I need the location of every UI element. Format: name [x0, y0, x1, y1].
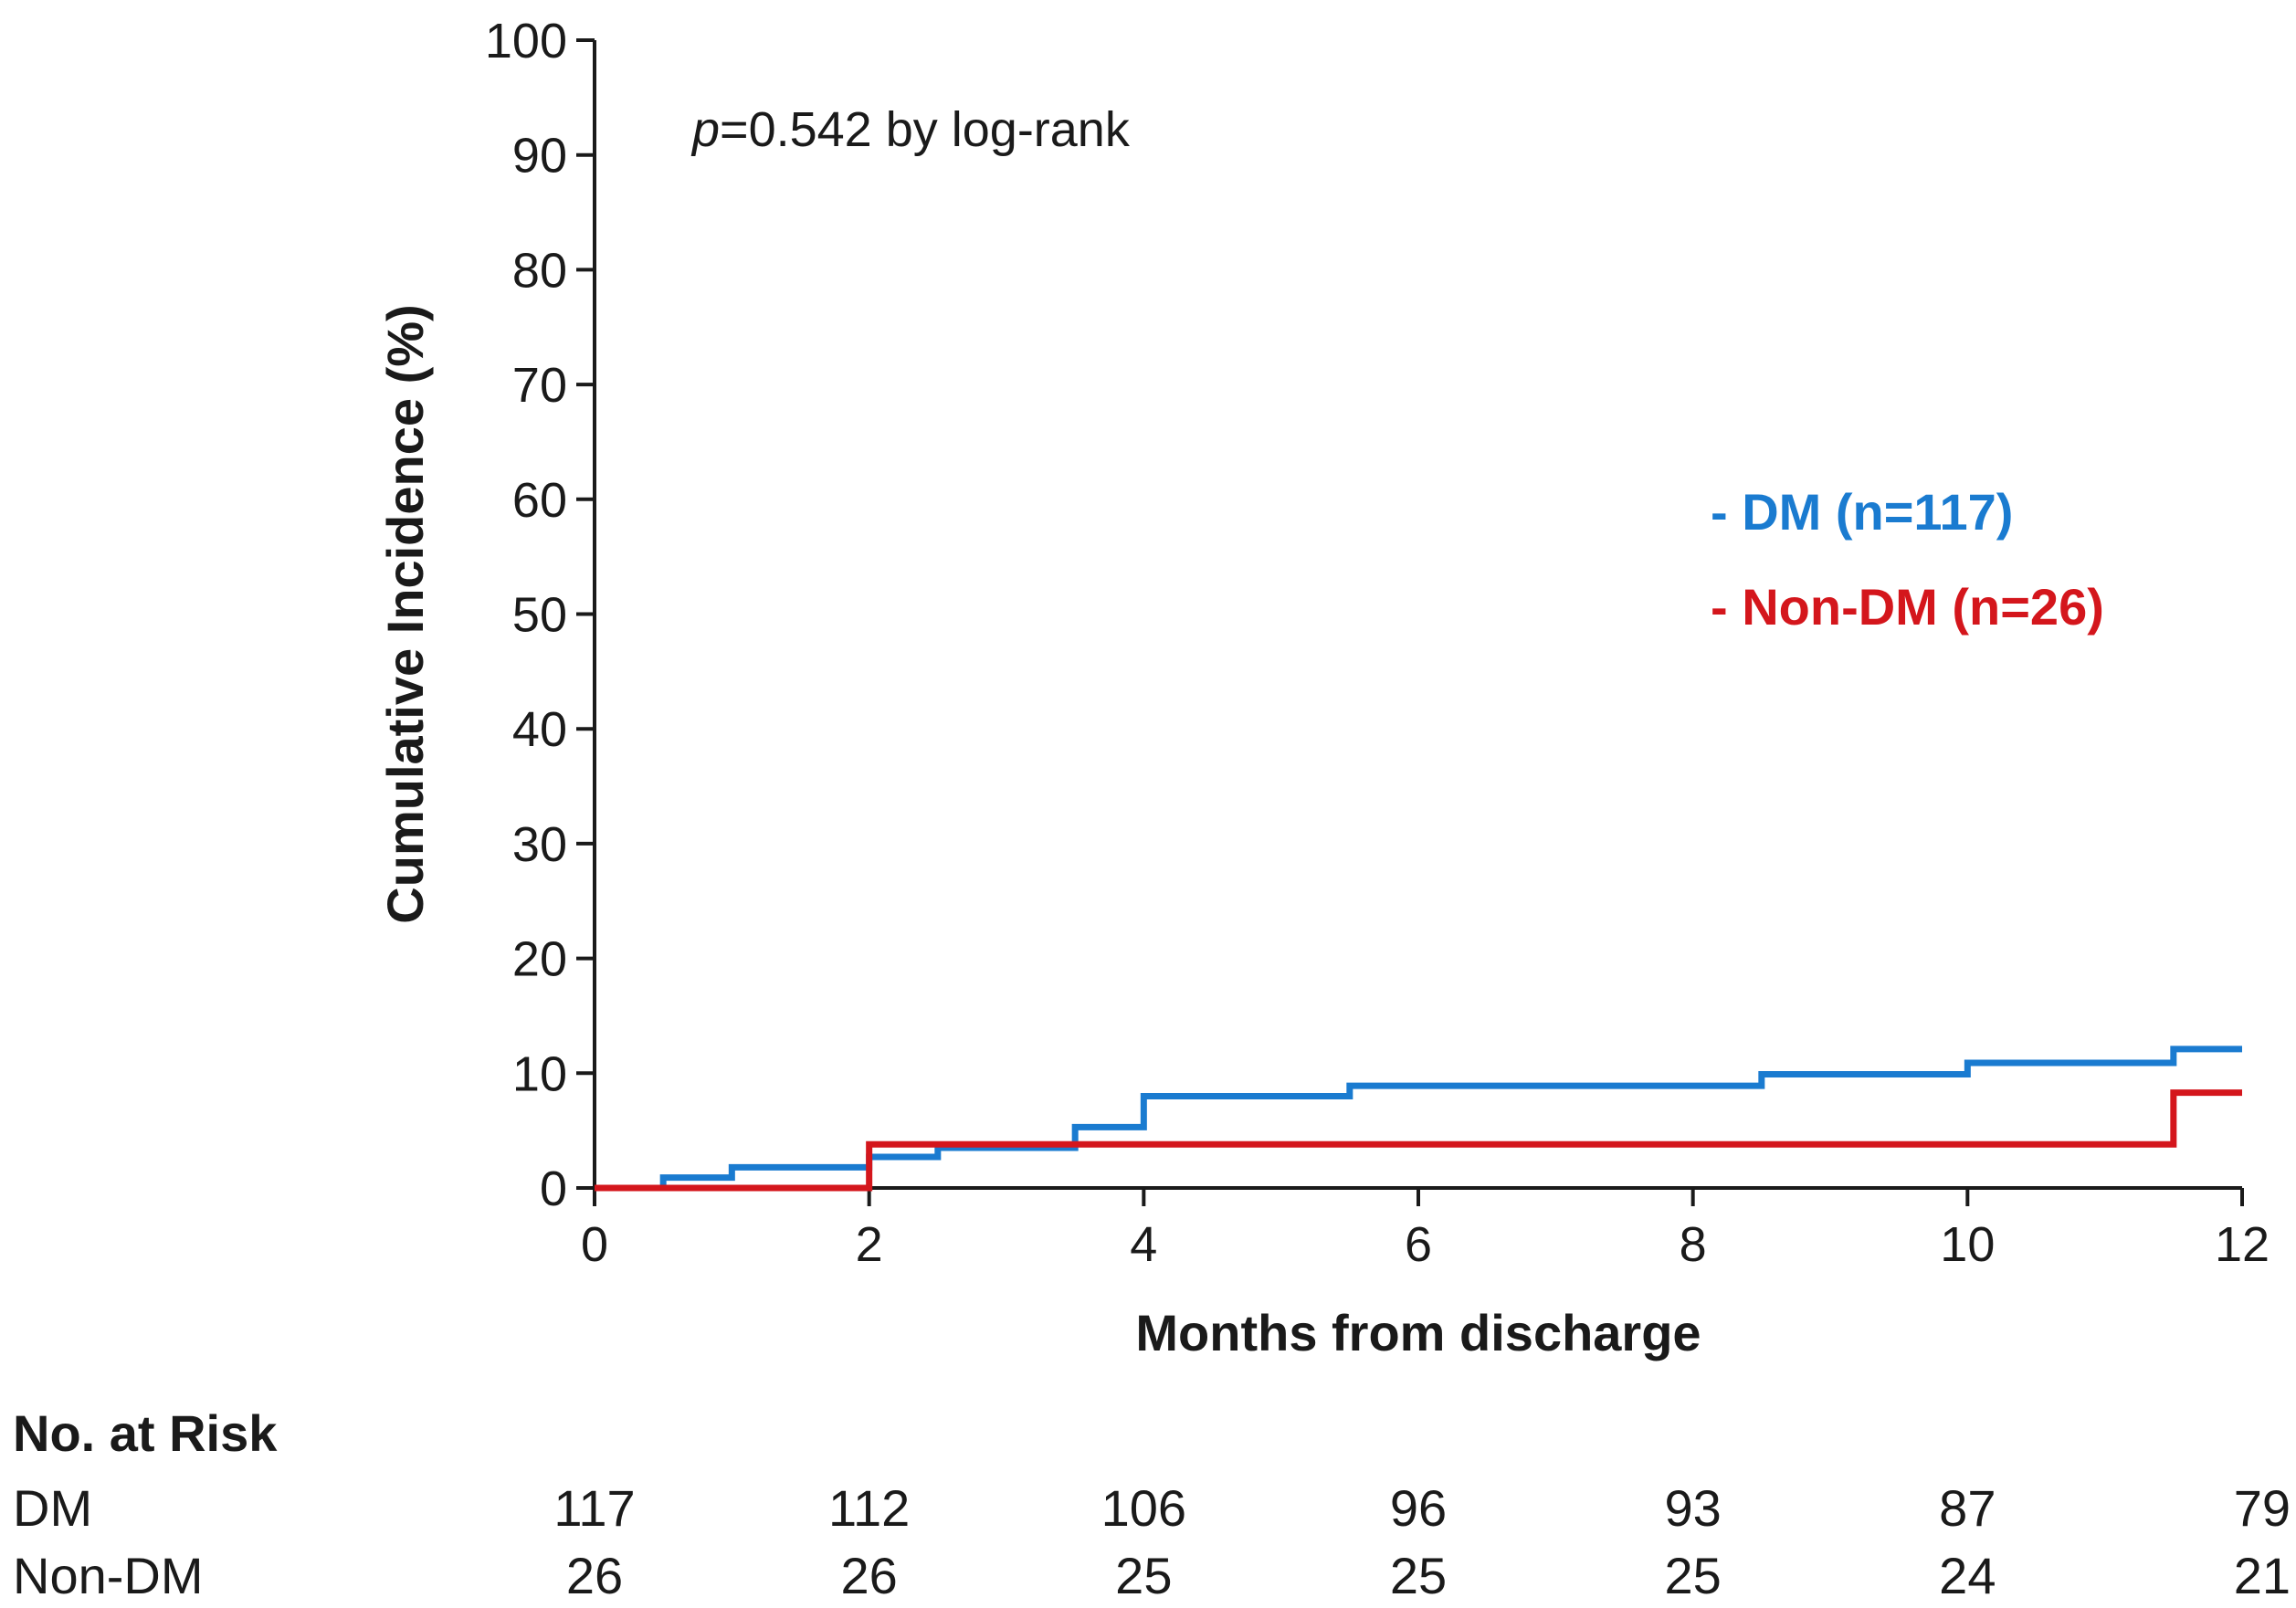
y-tick-label: 30: [512, 817, 567, 872]
risk-value: 24: [1939, 1547, 1996, 1604]
risk-value: 112: [828, 1479, 910, 1537]
legend-entry-non-dm: - Non-DM (n=26): [1711, 578, 2104, 636]
risk-value: 117: [553, 1479, 635, 1537]
p-value-text: =0.542 by log-rank: [720, 102, 1131, 157]
x-axis-title: Months from discharge: [1135, 1304, 1701, 1361]
y-tick-label: 20: [512, 932, 567, 987]
series-line-non-dm: [595, 1089, 2242, 1192]
risk-value: 87: [1939, 1479, 1996, 1537]
x-tick-label: 2: [856, 1217, 883, 1272]
y-tick-label: 70: [512, 358, 567, 413]
y-tick-label: 90: [512, 129, 567, 184]
risk-value: 26: [841, 1547, 898, 1604]
x-tick-label: 4: [1130, 1217, 1157, 1272]
legend-entry-dm: - DM (n=117): [1711, 483, 2013, 541]
y-tick-label: 100: [485, 14, 567, 68]
risk-value: 26: [566, 1547, 623, 1604]
risk-value: 21: [2234, 1547, 2291, 1604]
risk-value: 25: [1390, 1547, 1447, 1604]
y-tick-label: 10: [512, 1046, 567, 1101]
x-ticks: 0 2 4 6 8 10 12: [581, 1188, 2270, 1272]
y-tick-label: 40: [512, 702, 567, 757]
risk-row-label-dm: DM: [13, 1479, 92, 1537]
axes: 0 10 20 30 40 50 60 70 80 90 100 0 2 4 6 8 10 12: [485, 14, 2270, 1272]
risk-value: 79: [2234, 1479, 2291, 1537]
legend: - DM (n=117) - Non-DM (n=26): [1711, 483, 2104, 636]
risk-value: 25: [1665, 1547, 1722, 1604]
x-tick-label: 10: [1940, 1217, 1995, 1272]
risk-value: 106: [1101, 1479, 1186, 1537]
y-tick-label: 50: [512, 588, 567, 643]
risk-row-label-non-dm: Non-DM: [13, 1547, 203, 1604]
y-ticks: 0 10 20 30 40 50 60 70 80 90 100: [485, 14, 595, 1216]
series-line-dm: [595, 1046, 2242, 1192]
p-value-annotation: p=0.542 by log-rank: [690, 102, 1131, 157]
risk-value: 25: [1115, 1547, 1172, 1604]
x-tick-label: 0: [581, 1217, 608, 1272]
risk-value: 96: [1390, 1479, 1447, 1537]
series-layer: [595, 1046, 2242, 1192]
y-tick-label: 0: [540, 1161, 567, 1216]
x-tick-label: 12: [2215, 1217, 2270, 1272]
y-axis-title: Cumulative Incidence (%): [376, 304, 434, 923]
risk-values: 117 112 106 96 93 87 79 26 26 25 25 25 24 21: [553, 1479, 2291, 1604]
risk-value: 93: [1665, 1479, 1722, 1537]
x-tick-label: 6: [1405, 1217, 1432, 1272]
y-tick-label: 80: [512, 243, 567, 298]
p-value-italic: p: [690, 102, 720, 157]
x-tick-label: 8: [1680, 1217, 1707, 1272]
risk-table-title: No. at Risk: [13, 1404, 278, 1462]
y-tick-label: 60: [512, 473, 567, 528]
risk-table: No. at Risk DM Non-DM 117 112 106 96 93 87 79 2…: [13, 1404, 2291, 1604]
